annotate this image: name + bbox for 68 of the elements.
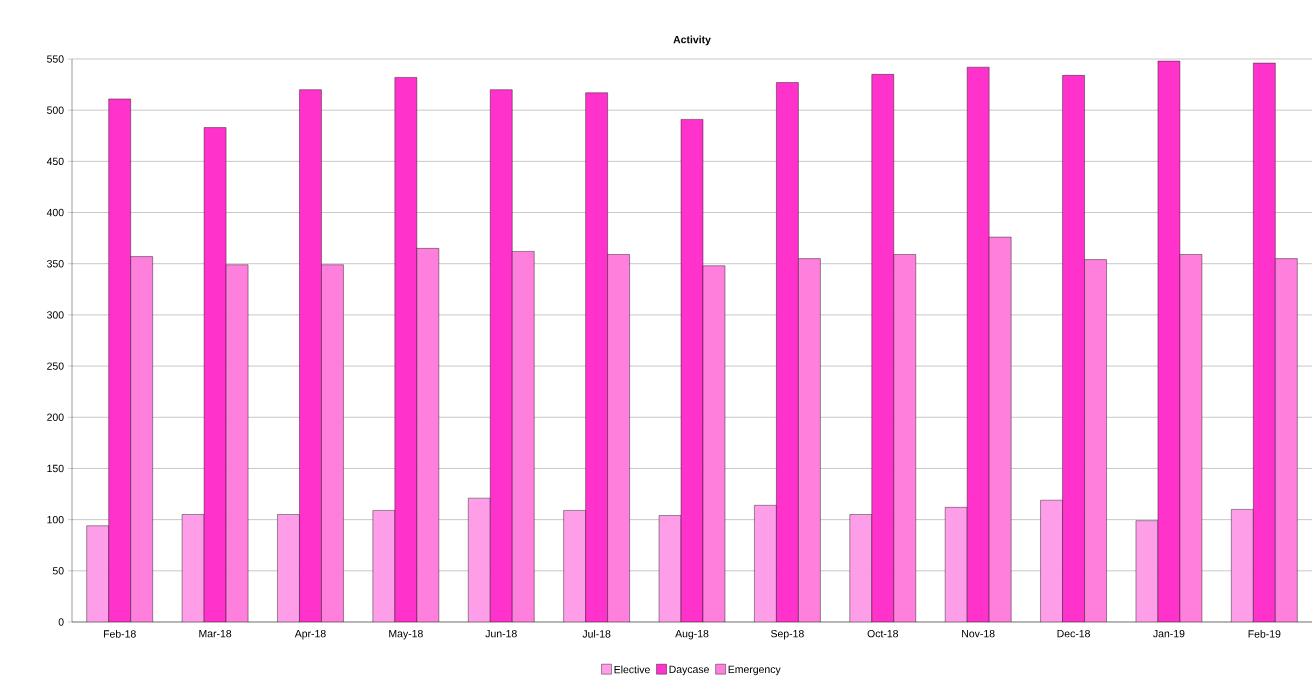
- x-tick-label: Jul-18: [582, 629, 611, 638]
- bar: [1179, 254, 1202, 622]
- x-tick-label: May-18: [389, 629, 423, 640]
- bar: [967, 67, 990, 622]
- bar: [512, 251, 535, 622]
- y-tick-label: 100: [47, 515, 64, 524]
- bar: [754, 505, 777, 622]
- bar: [394, 77, 417, 622]
- bar: [226, 264, 249, 622]
- bar: [1231, 509, 1254, 622]
- y-tick-label: 0: [58, 618, 64, 626]
- x-tick-label: Feb-19: [1248, 629, 1281, 638]
- x-tick-label: Aug-18: [675, 629, 709, 640]
- bar: [893, 254, 916, 622]
- bar: [871, 74, 894, 622]
- x-tick-label: Nov-18: [962, 629, 995, 638]
- legend-label: Emergency: [728, 665, 781, 676]
- bar: [321, 264, 344, 622]
- bar: [776, 82, 799, 622]
- bar: [681, 119, 704, 622]
- bar: [468, 498, 491, 622]
- y-tick-label: 200: [47, 413, 64, 421]
- bar: [798, 258, 821, 622]
- x-tick-label: Dec-18: [1057, 629, 1090, 638]
- chart-title: Activity: [673, 35, 711, 46]
- x-tick-label: Apr-18: [294, 629, 326, 640]
- bar: [659, 515, 682, 622]
- bar: [277, 514, 300, 622]
- bar: [1135, 520, 1158, 622]
- bar: [372, 510, 395, 622]
- bar: [1275, 258, 1298, 622]
- bar: [204, 127, 227, 622]
- bar: [86, 525, 109, 622]
- bar: [416, 248, 439, 622]
- bar: [1062, 75, 1085, 622]
- x-tick-label: Feb-18: [103, 629, 136, 638]
- x-tick-label: Jun-18: [485, 629, 517, 638]
- bar: [1084, 259, 1107, 622]
- bar: [607, 254, 630, 622]
- bar: [1157, 61, 1180, 622]
- bar: [182, 514, 205, 622]
- y-tick-label: 400: [46, 208, 64, 217]
- x-tick-label: Oct-18: [867, 629, 899, 638]
- x-tick-label: Sep-18: [771, 629, 804, 640]
- y-tick-label: 150: [47, 464, 64, 473]
- bar: [945, 507, 968, 622]
- bar: [490, 89, 513, 622]
- bar: [108, 98, 131, 622]
- x-tick-label: Mar-18: [199, 629, 232, 638]
- bar: [299, 89, 322, 622]
- y-tick-label: 500: [47, 106, 64, 114]
- y-tick-label: 50: [52, 567, 64, 575]
- legend-label: Daycase: [669, 665, 709, 676]
- bar: [585, 92, 608, 622]
- bar: [1040, 500, 1063, 622]
- y-tick-label: 300: [47, 311, 64, 319]
- bar: [849, 514, 872, 622]
- bar: [1253, 62, 1276, 622]
- x-tick-label: Jan-19: [1153, 629, 1185, 638]
- bar: [130, 256, 153, 622]
- legend-label: Elective: [614, 665, 650, 674]
- y-tick-label: 450: [46, 157, 64, 166]
- bar: [989, 237, 1012, 622]
- bar: [563, 510, 586, 622]
- bar: [703, 265, 726, 622]
- y-tick-label: 550: [47, 55, 64, 63]
- y-tick-label: 250: [47, 362, 64, 370]
- y-tick-label: 350: [47, 260, 64, 268]
